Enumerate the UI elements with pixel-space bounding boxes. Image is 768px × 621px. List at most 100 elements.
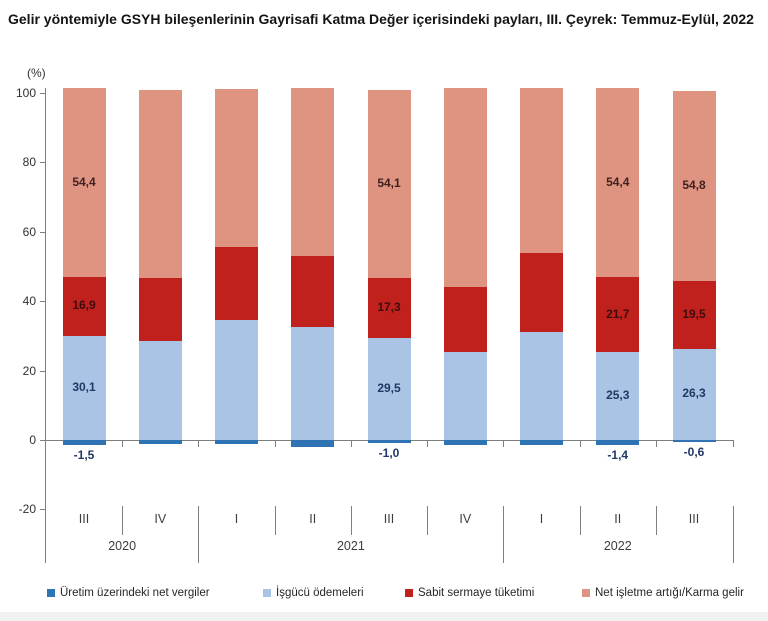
bar-segment-isgucu-odemeleri — [672, 348, 716, 440]
legend-swatch-isgucu-odemeleri — [263, 589, 271, 597]
bar-value-label-sabit: 21,7 — [606, 306, 630, 321]
window-edge — [0, 612, 768, 621]
bar-value-label-isgucu: 29,5 — [377, 380, 401, 395]
quarter-separator — [655, 506, 657, 535]
bar-segment-net-vergiler — [520, 440, 563, 446]
bar-segment-net-isletme — [138, 90, 182, 278]
bar-segment-net-vergiler — [443, 440, 487, 445]
zero-line-tick — [427, 440, 429, 447]
bar-segment-net-isletme — [596, 88, 640, 277]
y-tick-label: 60 — [22, 224, 36, 239]
y-tick-mark — [40, 440, 45, 441]
bar-segment-net-vergiler — [291, 440, 335, 447]
bar-segment-isgucu-odemeleri — [138, 340, 182, 440]
y-tick-mark — [40, 509, 45, 511]
bar-segment-isgucu-odemeleri — [520, 332, 563, 440]
y-tick-label: 20 — [22, 363, 36, 378]
bar-segment-isgucu-odemeleri — [596, 352, 640, 440]
y-tick-mark — [40, 301, 45, 303]
x-axis-quarter-label: II — [309, 512, 317, 526]
y-tick-label: 40 — [22, 294, 36, 309]
quarter-separator — [274, 506, 276, 535]
bar-value-label-sabit: 16,9 — [72, 298, 96, 313]
bar-segment-net-isletme — [215, 88, 258, 248]
zero-line-tick — [733, 440, 734, 447]
bar-value-label-net: 54,1 — [377, 175, 401, 190]
bar-segment-net-vergiler — [215, 440, 258, 445]
year-separator — [733, 506, 734, 563]
bar-segment-net-vergiler — [367, 440, 411, 444]
bar-value-label-isgucu: 25,3 — [606, 388, 630, 403]
legend-swatch-net-vergiler — [47, 589, 55, 597]
y-tick-label: 0 — [29, 433, 36, 447]
bar-segment-sabit-sermaye — [443, 287, 487, 352]
bar-segment-isgucu-odemeleri — [62, 335, 106, 440]
bar-segment-sabit-sermaye — [367, 277, 411, 338]
legend: Üretim üzerindeki net vergiler İşgücü öde… — [0, 584, 768, 602]
x-axis-quarter-label: III — [78, 512, 90, 526]
y-tick-label: -20 — [18, 502, 36, 517]
y-axis-line — [45, 88, 46, 563]
y-axis-unit-label: (%) — [27, 66, 46, 80]
bar-segment-net-isletme — [291, 88, 335, 257]
legend-item-sabit-sermaye: Sabit sermaye tüketimi — [405, 586, 534, 600]
quarter-separator — [122, 506, 124, 535]
bar-segment-isgucu-odemeleri — [443, 351, 487, 440]
bar-segment-net-isletme — [62, 88, 106, 277]
bar-segment-sabit-sermaye — [596, 276, 640, 353]
bar-value-label-sabit: 19,5 — [682, 306, 706, 321]
x-axis-year-label: 2021 — [336, 539, 365, 553]
bar-segment-net-vergiler — [62, 440, 106, 446]
bar-value-label-sabit: 17,3 — [377, 299, 401, 314]
bar-segment-net-vergiler — [672, 440, 716, 443]
x-axis-quarter-label: I — [234, 512, 239, 526]
bar-value-label-vergiler: -0,6 — [683, 445, 705, 460]
bar-segment-sabit-sermaye — [520, 253, 563, 333]
bar-segment-net-isletme — [520, 88, 563, 254]
bar-value-label-vergiler: -1,0 — [378, 446, 400, 461]
zero-line-tick — [579, 440, 581, 447]
bar-segment-isgucu-odemeleri — [367, 337, 411, 440]
x-axis-year-label: 2020 — [108, 539, 137, 553]
y-tick-label: 80 — [22, 155, 36, 170]
bar-value-label-net: 54,8 — [682, 177, 706, 192]
bar-segment-sabit-sermaye — [62, 276, 106, 336]
x-axis-quarter-label: IV — [154, 512, 167, 526]
year-separator — [503, 506, 505, 563]
legend-label-isgucu-odemeleri: İşgücü ödemeleri — [276, 587, 364, 599]
bar-value-label-net: 54,4 — [606, 174, 630, 189]
x-axis-quarter-label: III — [383, 512, 395, 526]
zero-line-tick — [122, 440, 124, 447]
zero-line-tick — [198, 440, 200, 447]
zero-line-tick — [503, 440, 505, 447]
x-axis-quarter-label: I — [539, 512, 544, 526]
bar-value-label-isgucu: 26,3 — [682, 386, 706, 401]
y-tick-mark — [40, 231, 45, 233]
zero-line-tick — [274, 440, 276, 447]
bar-segment-sabit-sermaye — [215, 247, 258, 320]
x-axis-quarter-label: II — [614, 512, 622, 526]
bar-value-label-isgucu: 30,1 — [72, 379, 96, 394]
bar-segment-net-isletme — [672, 90, 716, 282]
bar-segment-net-vergiler — [138, 440, 182, 444]
bar-segment-sabit-sermaye — [291, 256, 335, 327]
zero-line-tick — [655, 440, 657, 447]
y-tick-mark — [40, 162, 45, 164]
legend-item-isgucu-odemeleri: İşgücü ödemeleri — [263, 586, 364, 600]
bar-segment-net-isletme — [443, 88, 487, 288]
x-axis-quarter-label: IV — [459, 512, 472, 526]
bar-segment-sabit-sermaye — [672, 281, 716, 349]
y-tick-label: 100 — [15, 86, 36, 100]
bar-segment-isgucu-odemeleri — [215, 319, 258, 440]
bar-value-label-vergiler: -1,5 — [73, 448, 95, 463]
bar-segment-net-vergiler — [596, 440, 640, 445]
legend-label-net-isletme: Net işletme artığı/Karma gelir — [595, 587, 744, 599]
quarter-separator — [427, 506, 429, 535]
year-separator — [198, 506, 200, 563]
legend-swatch-sabit-sermaye — [405, 589, 413, 597]
legend-label-sabit-sermaye: Sabit sermaye tüketimi — [418, 587, 535, 599]
legend-swatch-net-isletme — [582, 589, 590, 597]
legend-item-net-vergiler: Üretim üzerindeki net vergiler — [47, 586, 210, 600]
